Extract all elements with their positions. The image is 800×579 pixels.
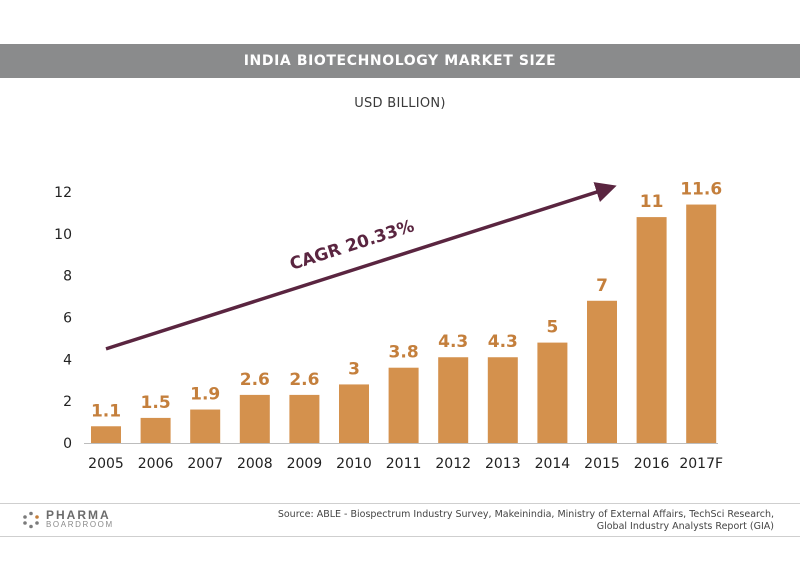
x-tick-label-2008: 2008 [237, 456, 273, 472]
cagr-arrow [105, 182, 617, 351]
bar-chart: 0 2 4 6 8 10 12 1.1 2005 1.5 2006 1.9 2007 2.6 2008 2.6… [54, 180, 723, 472]
pharma-boardroom-logo: PHARMA BOARDROOM [22, 508, 114, 530]
logo-text-boardroom: BOARDROOM [46, 520, 114, 529]
data-label-2012: 4.3 [438, 332, 468, 352]
data-label-2017F: 11.6 [680, 180, 722, 200]
chart-title: INDIA BIOTECHNOLOGY MARKET SIZE [243, 53, 557, 69]
footer-divider-top [0, 503, 800, 504]
data-label-2005: 1.1 [91, 401, 121, 421]
x-tick-label-2015: 2015 [584, 456, 620, 472]
bar-2009 [289, 394, 320, 443]
bar-2013 [487, 357, 518, 443]
x-tick-label-2006: 2006 [138, 456, 174, 472]
y-tick-label: 0 [63, 436, 72, 452]
data-label-2009: 2.6 [289, 370, 319, 390]
x-tick-label-2005: 2005 [88, 456, 124, 472]
x-tick-label-2014: 2014 [535, 456, 571, 472]
data-label-2014: 5 [546, 318, 558, 338]
data-label-2006: 1.5 [141, 393, 171, 413]
data-label-2008: 2.6 [240, 370, 270, 390]
bar-2014 [537, 342, 568, 443]
x-tick-label-2012: 2012 [435, 456, 471, 472]
title-bar: INDIA BIOTECHNOLOGY MARKET SIZE [0, 44, 800, 78]
bar-2015 [587, 300, 617, 443]
data-label-2010: 3 [348, 359, 360, 379]
y-tick-label: 2 [63, 394, 72, 410]
chart-subtitle: USD BILLION) [354, 96, 446, 111]
x-tick-label-2016: 2016 [634, 456, 670, 472]
cagr-annotation-label: CAGR 20.33% [287, 216, 416, 274]
bar-2010 [339, 384, 369, 443]
x-tick-label-2017F: 2017F [679, 456, 723, 472]
data-label-2016: 11 [640, 192, 664, 212]
y-tick-label: 6 [63, 311, 72, 327]
source-note: Source: ABLE - Biospectrum Industry Surv… [214, 509, 774, 533]
y-tick-label: 10 [54, 227, 72, 243]
y-tick-label: 4 [63, 352, 72, 368]
source-line-1: Source: ABLE - Biospectrum Industry Surv… [277, 509, 774, 520]
data-label-2011: 3.8 [389, 343, 419, 363]
source-line-2: Global Industry Analysts Report (GIA) [596, 521, 774, 532]
bar-2016 [636, 217, 667, 443]
x-tick-label-2009: 2009 [287, 456, 323, 472]
x-tick-label-2010: 2010 [336, 456, 372, 472]
bar-2007 [190, 409, 221, 443]
logo-text-pharma: PHARMA [46, 508, 111, 522]
y-tick-label: 12 [54, 185, 72, 201]
x-tick-label-2013: 2013 [485, 456, 521, 472]
bar-2008 [239, 394, 270, 443]
data-label-2013: 4.3 [488, 332, 518, 352]
bar-2011 [388, 367, 419, 443]
data-label-2007: 1.9 [190, 385, 220, 405]
data-label-2015: 7 [596, 276, 608, 296]
x-tick-label-2007: 2007 [187, 456, 223, 472]
x-tick-label-2011: 2011 [386, 456, 422, 472]
bar-2012 [438, 357, 469, 443]
footer-divider-bottom [0, 536, 800, 537]
y-tick-label: 8 [63, 269, 72, 285]
logo-dots-icon [23, 511, 39, 529]
bar-2017F [686, 204, 717, 443]
bar-2006 [140, 417, 171, 443]
bar-2005 [91, 426, 121, 443]
